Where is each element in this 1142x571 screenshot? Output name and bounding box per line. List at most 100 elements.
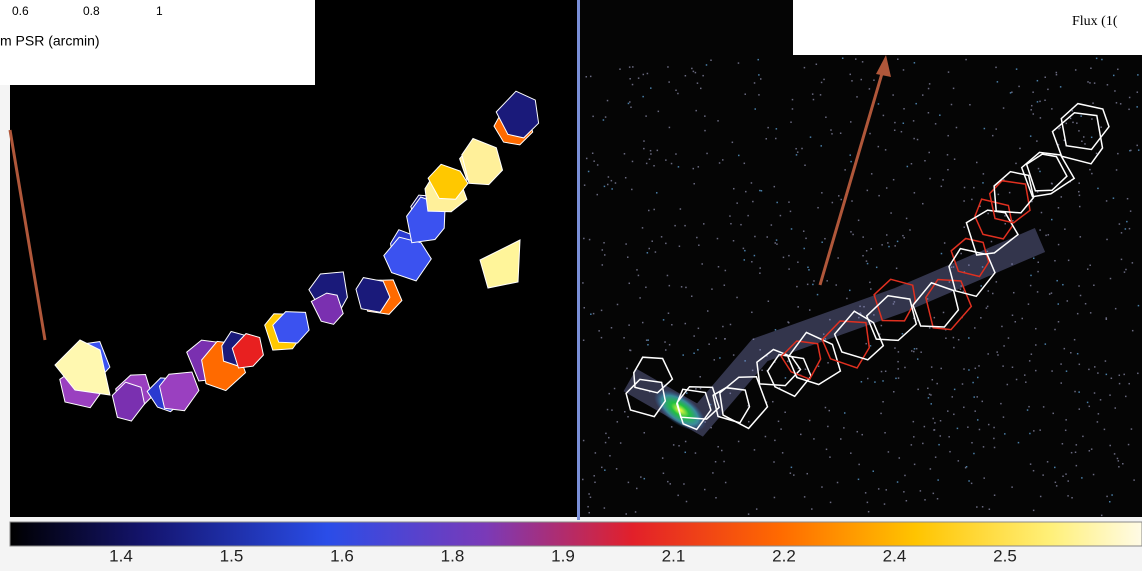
star <box>710 60 712 62</box>
star <box>940 420 942 422</box>
star <box>788 268 790 270</box>
star <box>1062 443 1064 445</box>
star <box>1078 191 1080 193</box>
star <box>1071 452 1073 454</box>
star <box>790 121 792 123</box>
star <box>663 319 665 321</box>
star <box>902 235 904 237</box>
star <box>939 114 941 116</box>
star <box>870 248 872 250</box>
star <box>784 412 786 414</box>
star <box>615 182 617 184</box>
star <box>669 285 671 287</box>
star <box>635 511 637 512</box>
star <box>991 241 993 243</box>
star <box>582 282 584 284</box>
star <box>759 190 761 192</box>
star <box>917 389 919 391</box>
star <box>928 88 930 90</box>
star <box>1070 352 1072 354</box>
star <box>607 409 609 411</box>
star <box>913 436 915 438</box>
star <box>979 429 981 431</box>
star <box>590 497 592 499</box>
star <box>858 220 860 222</box>
star <box>977 377 979 379</box>
star <box>1078 285 1080 287</box>
star <box>865 343 867 345</box>
star <box>1119 375 1121 377</box>
star <box>1058 244 1060 246</box>
star <box>644 478 646 480</box>
star <box>935 456 937 458</box>
star <box>929 178 931 180</box>
star <box>1058 207 1060 209</box>
star <box>1009 192 1011 194</box>
star <box>648 248 650 250</box>
star <box>932 379 934 381</box>
star <box>700 88 702 90</box>
star <box>757 59 759 61</box>
star <box>1130 150 1132 152</box>
star <box>1074 339 1076 341</box>
star <box>665 159 667 161</box>
star <box>653 165 655 167</box>
star <box>642 227 644 229</box>
star <box>597 194 599 196</box>
star <box>723 461 725 463</box>
colorbar-tick-label: 2.5 <box>993 546 1017 565</box>
star <box>1098 413 1100 415</box>
star <box>873 470 875 472</box>
star <box>1089 82 1091 84</box>
star <box>1030 275 1032 277</box>
star <box>913 120 915 122</box>
star <box>1116 169 1118 171</box>
star <box>960 288 962 290</box>
star <box>862 236 864 238</box>
colorbar <box>10 522 1142 546</box>
star <box>1062 476 1064 478</box>
star <box>924 499 926 501</box>
star <box>715 461 717 463</box>
star <box>651 240 653 242</box>
star <box>1118 466 1120 468</box>
star <box>791 228 793 230</box>
star <box>696 237 698 239</box>
star <box>929 394 931 396</box>
star <box>608 437 610 439</box>
star <box>941 253 943 255</box>
star <box>1081 477 1083 479</box>
star <box>772 401 774 403</box>
star <box>894 347 896 349</box>
star <box>1106 319 1108 321</box>
star <box>1048 234 1050 236</box>
star <box>788 201 790 203</box>
star <box>883 115 885 117</box>
star <box>992 135 994 137</box>
star <box>611 409 613 411</box>
star <box>1076 444 1078 446</box>
star <box>1064 348 1066 350</box>
star <box>679 246 681 248</box>
star <box>724 284 726 286</box>
star <box>589 239 591 241</box>
star <box>1091 448 1093 450</box>
star <box>1028 406 1030 408</box>
star <box>1087 402 1089 404</box>
star <box>876 267 878 269</box>
star <box>1011 91 1013 93</box>
star <box>1113 75 1115 77</box>
star <box>627 256 629 258</box>
star <box>897 368 899 370</box>
star <box>813 438 815 440</box>
star <box>671 324 673 326</box>
star <box>903 122 905 124</box>
star <box>878 488 880 490</box>
star <box>677 495 679 497</box>
star <box>608 176 610 178</box>
star <box>1004 223 1006 225</box>
star <box>638 77 640 79</box>
star <box>983 446 985 448</box>
star <box>1010 92 1012 94</box>
star <box>1035 344 1037 346</box>
